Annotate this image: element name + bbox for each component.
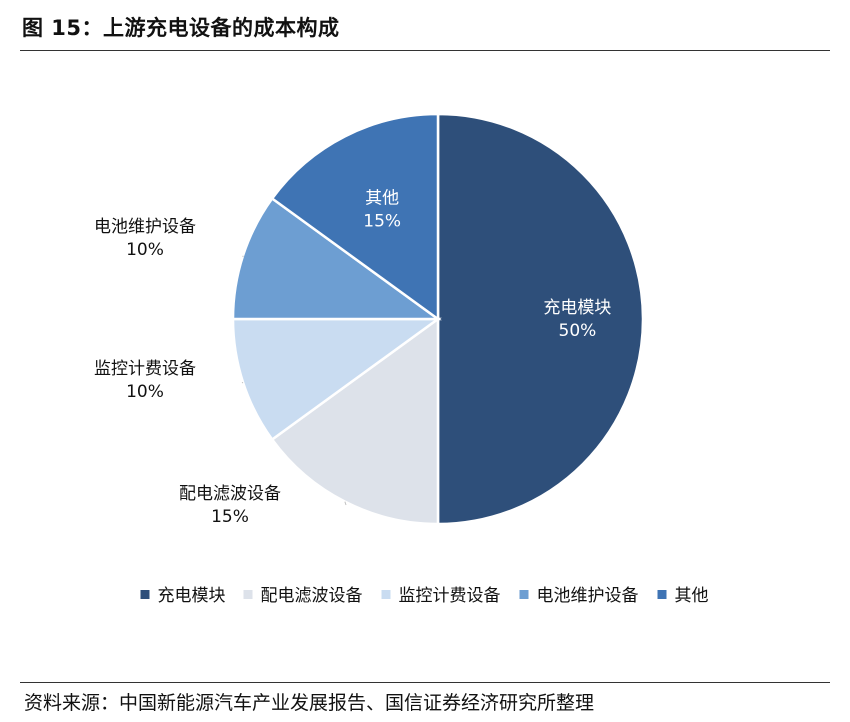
legend-swatch-1 <box>140 590 150 599</box>
slice-5-wedge <box>270 112 440 322</box>
slice-3-value-label: 10% <box>126 382 164 402</box>
legend-swatch-4 <box>519 590 529 599</box>
slice-2-leader-line <box>344 501 347 506</box>
slice-labels: 充电模块 50% 配电滤波设备 15% 监控计费设备 10% 电池维护设备 10% 其他 15% <box>94 188 611 527</box>
legend-label-1: 充电模块 <box>158 586 226 606</box>
slice-4-label: 电池维护设备 <box>94 217 196 237</box>
slice-3-label: 监控计费设备 <box>94 359 196 379</box>
legend-label-4: 电池维护设备 <box>537 586 639 606</box>
legend-label-2: 配电滤波设备 <box>261 586 363 606</box>
slice-4-value-label: 10% <box>126 240 164 260</box>
slice-2-value-label: 15% <box>211 507 249 527</box>
chart-legend: 充电模块 配电滤波设备 监控计费设备 电池维护设备 其他 <box>140 586 709 606</box>
legend-swatch-2 <box>243 590 253 599</box>
slice-2-label: 配电滤波设备 <box>179 484 281 504</box>
source-divider <box>20 682 830 683</box>
legend-label-5: 其他 <box>675 586 709 606</box>
slice-4-wedge <box>231 196 442 321</box>
slice-5-label: 其他 <box>365 188 399 208</box>
pie-chart: 充电模块50%配电滤波设备15%监控计费设备10%电池维护设备10%其他15% … <box>94 112 709 606</box>
legend-label-3: 监控计费设备 <box>399 586 501 606</box>
source-note: 资料来源：中国新能源汽车产业发展报告、国信证券经济研究所整理 <box>24 692 595 714</box>
slice-1-label: 充电模块 <box>543 298 611 318</box>
slice-1-value-label: 50% <box>559 321 597 341</box>
slice-2-wedge <box>270 316 440 526</box>
legend-swatch-3 <box>381 590 391 599</box>
slice-5-value-label: 15% <box>363 211 401 231</box>
slice-3-leader-line <box>241 381 244 384</box>
slice-3-wedge <box>231 317 442 442</box>
leader-lines <box>241 255 347 506</box>
legend-swatch-5 <box>657 590 667 599</box>
title-divider <box>20 50 830 51</box>
slice-1-wedge <box>436 112 645 526</box>
chart-title: 图 15：上游充电设备的成本构成 <box>22 16 340 40</box>
pie-slices <box>231 112 645 526</box>
